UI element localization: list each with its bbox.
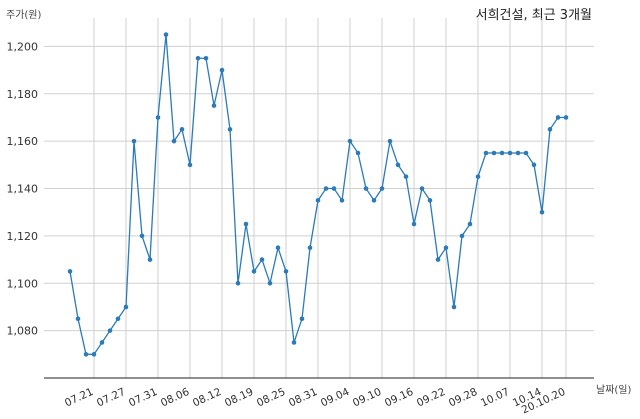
x-tick-label: 08.06 xyxy=(159,386,192,410)
data-point xyxy=(379,186,385,191)
data-point xyxy=(267,280,273,286)
x-tick-label: 07.27 xyxy=(95,386,127,410)
data-point xyxy=(523,150,529,156)
data-point xyxy=(491,150,497,156)
data-point xyxy=(187,162,193,168)
data-point xyxy=(339,198,345,203)
x-tick-label: 09.10 xyxy=(351,386,383,410)
data-point xyxy=(451,304,457,310)
data-point xyxy=(147,257,153,262)
x-tick-label: 09.28 xyxy=(447,386,479,410)
y-tick-label: 1,080 xyxy=(7,325,39,338)
data-point xyxy=(171,138,177,144)
data-point xyxy=(251,269,257,274)
data-point xyxy=(211,103,217,108)
data-point xyxy=(195,55,201,61)
data-point xyxy=(299,316,305,322)
data-point xyxy=(435,257,441,262)
data-point xyxy=(107,328,113,333)
data-point xyxy=(531,162,537,168)
data-point xyxy=(507,150,513,156)
data-point xyxy=(179,127,185,132)
data-point xyxy=(243,221,249,227)
y-axis-title: 주가(원) xyxy=(6,10,42,21)
x-tick-label: 08.12 xyxy=(191,386,223,410)
data-point xyxy=(395,162,401,168)
data-point xyxy=(227,127,233,132)
x-tick-label: 08.31 xyxy=(287,386,319,410)
x-tick-label: 07.31 xyxy=(127,386,159,410)
data-point xyxy=(355,150,361,156)
data-point xyxy=(123,304,129,310)
data-point xyxy=(203,55,209,61)
data-point xyxy=(75,316,81,322)
data-point xyxy=(371,198,377,203)
data-point xyxy=(331,186,337,191)
y-tick-label: 1,100 xyxy=(7,277,39,290)
data-point xyxy=(219,67,225,73)
data-point xyxy=(99,340,105,345)
x-tick-label: 08.25 xyxy=(255,386,287,410)
data-point xyxy=(403,174,409,179)
data-point xyxy=(67,269,73,274)
data-point xyxy=(291,340,297,345)
data-point xyxy=(139,233,145,239)
data-point xyxy=(467,221,473,227)
data-point xyxy=(363,186,369,191)
data-point xyxy=(499,150,505,156)
data-point xyxy=(459,233,465,239)
data-point xyxy=(563,115,569,120)
x-tick-label: 08.19 xyxy=(223,386,255,410)
data-point xyxy=(419,186,425,191)
data-point xyxy=(539,209,545,215)
data-point xyxy=(387,138,393,144)
y-tick-label: 1,120 xyxy=(7,230,39,243)
data-point xyxy=(547,127,553,132)
data-point xyxy=(155,115,161,120)
y-tick-label: 1,140 xyxy=(7,183,39,196)
x-axis-title: 날짜(일) xyxy=(596,385,632,396)
data-point xyxy=(235,280,241,286)
data-point xyxy=(163,32,169,37)
data-point xyxy=(131,138,137,144)
data-point xyxy=(427,198,433,203)
data-point xyxy=(315,198,321,203)
data-point xyxy=(483,150,489,156)
chart-title: 서희건설, 최근 3개월 xyxy=(475,8,592,23)
data-point xyxy=(259,257,265,262)
data-point xyxy=(515,150,521,156)
data-point xyxy=(91,352,97,357)
data-point xyxy=(475,174,481,179)
data-point xyxy=(307,245,313,251)
data-point xyxy=(347,138,353,144)
data-point xyxy=(411,221,417,227)
data-point xyxy=(115,316,121,322)
x-tick-label: 09.22 xyxy=(415,386,447,410)
y-tick-label: 1,160 xyxy=(7,135,39,148)
y-tick-label: 1,180 xyxy=(7,88,39,101)
data-point xyxy=(283,269,289,274)
data-point xyxy=(443,245,449,251)
x-tick-label: 10.07 xyxy=(479,386,511,410)
data-point xyxy=(323,186,329,191)
x-tick-label: 09.04 xyxy=(319,386,352,410)
y-tick-label: 1,200 xyxy=(7,40,39,53)
data-point xyxy=(555,115,561,120)
x-tick-label: 07.21 xyxy=(63,386,95,410)
data-point xyxy=(83,352,89,357)
x-tick-label: 09.16 xyxy=(383,386,416,410)
data-point xyxy=(275,245,281,251)
